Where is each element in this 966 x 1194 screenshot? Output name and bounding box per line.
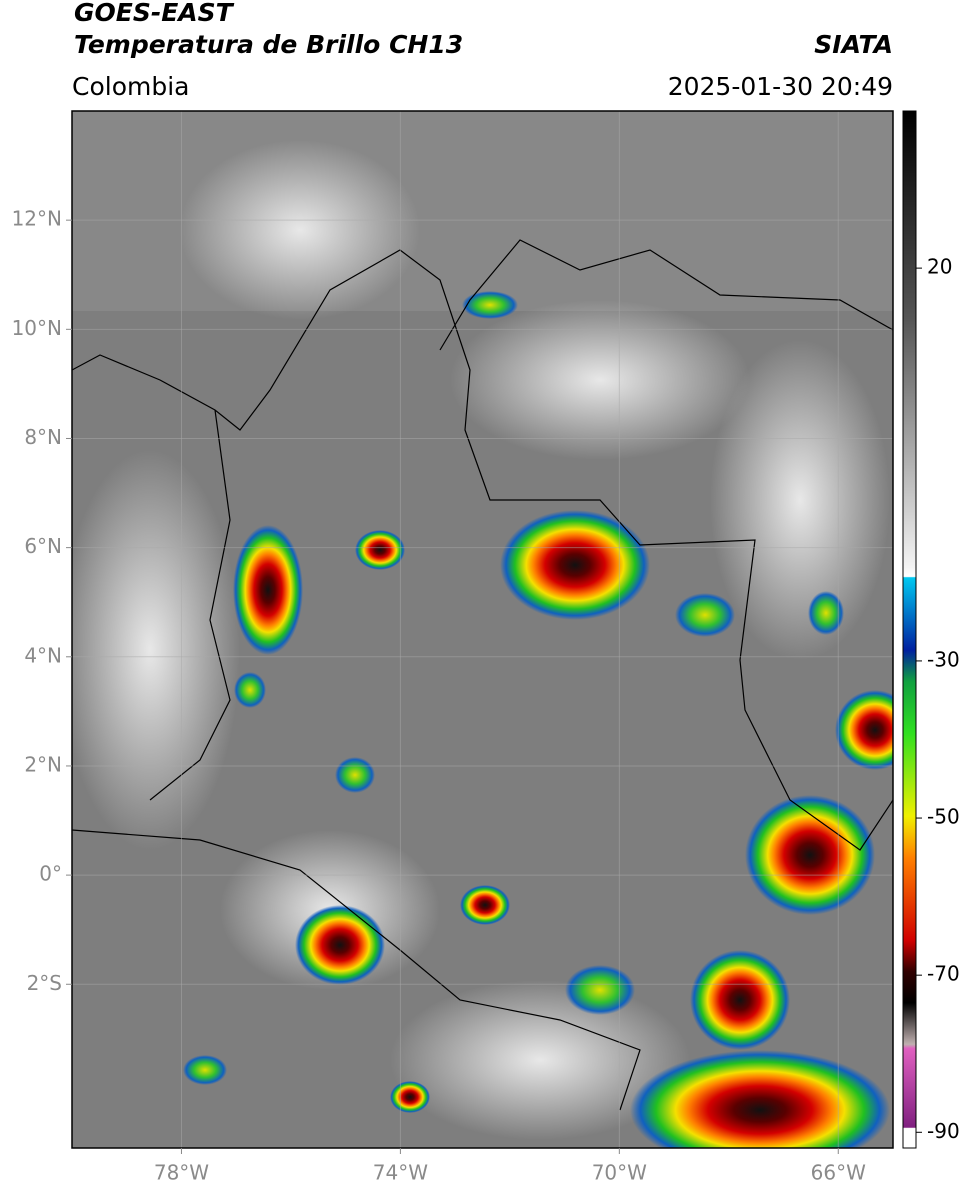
cell <box>234 672 266 708</box>
storm <box>390 1081 430 1113</box>
colorbar-tick-label: -70 <box>927 962 960 986</box>
imagery <box>72 111 893 1148</box>
cell <box>808 591 844 635</box>
lat-tick-label: 12°N <box>12 207 62 231</box>
storm <box>295 905 385 985</box>
lat-tick-label: 10°N <box>12 316 62 340</box>
cloud <box>72 450 240 850</box>
cloud <box>710 340 890 660</box>
storm <box>460 885 510 925</box>
storm <box>630 1050 890 1148</box>
cloud <box>390 980 690 1140</box>
storm <box>500 510 650 620</box>
storm <box>745 795 875 915</box>
source: SIATA <box>814 30 893 59</box>
lat-tick-label: 2°N <box>24 752 62 776</box>
lat-tick-label: 0° <box>39 862 62 886</box>
colorbar-tick-label: -30 <box>927 647 960 671</box>
cloud <box>450 300 750 460</box>
region: Colombia <box>72 72 189 101</box>
lat-tick-label: 4°N <box>24 643 62 667</box>
subtitle: Temperatura de Brillo CH13 <box>74 30 463 59</box>
lon-tick-label: 78°W <box>154 1161 209 1185</box>
storm <box>233 525 303 655</box>
cell <box>335 757 375 793</box>
storm <box>835 690 893 770</box>
colorbar <box>902 110 917 1149</box>
colorbar-tick-label: 20 <box>927 255 952 279</box>
storm <box>355 530 405 570</box>
cell <box>565 965 635 1015</box>
boundaries <box>72 239 893 1111</box>
graticule <box>72 111 893 1148</box>
cell <box>183 1055 227 1085</box>
colorbar-tick-label: -50 <box>927 805 960 829</box>
cell <box>462 291 518 319</box>
lon-tick-label: 70°W <box>592 1161 647 1185</box>
lat-tick-label: 2°S <box>27 971 62 995</box>
cloud <box>180 140 420 320</box>
title: GOES-EAST <box>74 0 235 27</box>
lon-tick-label: 74°W <box>373 1161 428 1185</box>
map-frame <box>71 110 894 1149</box>
storm <box>690 950 790 1050</box>
cell <box>675 593 735 637</box>
datetime: 2025-01-30 20:49 <box>668 72 893 101</box>
lat-tick-label: 8°N <box>24 425 62 449</box>
colorbar-tick-label: -90 <box>927 1119 960 1143</box>
lon-tick-label: 66°W <box>811 1161 866 1185</box>
lat-tick-label: 6°N <box>24 534 62 558</box>
